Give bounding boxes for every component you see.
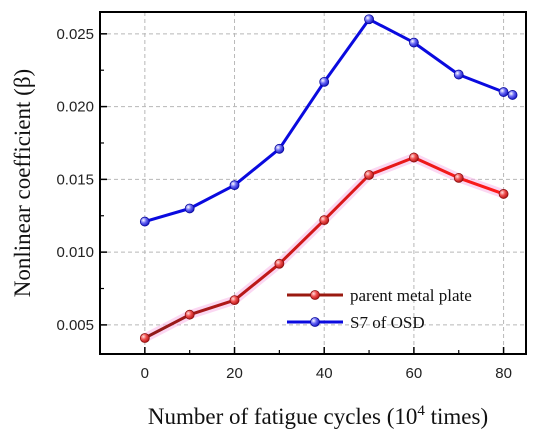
y-tick-label: 0.005 bbox=[56, 317, 94, 334]
data-point-parent-metal-plate-1 bbox=[184, 309, 195, 320]
data-point-s7-of-osd-3 bbox=[274, 143, 285, 154]
data-point-s7-of-osd-0 bbox=[139, 216, 150, 227]
y-tick-label: 0.015 bbox=[56, 171, 94, 188]
x-tick-label: 60 bbox=[406, 365, 423, 382]
data-point-s7-of-osd-2 bbox=[229, 180, 240, 191]
legend: parent metal plate S7 of OSD bbox=[287, 286, 472, 332]
data-point-s7-of-osd-8 bbox=[498, 87, 509, 97]
ticks: 0 20 40 60 80 0.005 0.010 0.015 0.020 0.025 bbox=[56, 26, 511, 382]
legend-marker-s7-of-osd bbox=[310, 317, 320, 327]
data-point-parent-metal-plate-4 bbox=[319, 215, 330, 226]
data-point-s7-of-osd-9 bbox=[507, 90, 518, 100]
x-tick-label: 0 bbox=[141, 365, 149, 382]
data-point-parent-metal-plate-5 bbox=[364, 170, 374, 180]
data-point-s7-of-osd-5 bbox=[364, 14, 374, 25]
data-point-parent-metal-plate-0 bbox=[139, 333, 150, 343]
plot-frame bbox=[99, 11, 527, 355]
data-point-s7-of-osd-1 bbox=[184, 203, 195, 214]
data-point-parent-metal-plate-7 bbox=[453, 173, 464, 183]
x-tick-label: 20 bbox=[226, 365, 243, 382]
series-line-s7-of-osd bbox=[144, 17, 513, 224]
y-tick-label: 0.010 bbox=[56, 244, 94, 261]
data-point-parent-metal-plate-2 bbox=[229, 295, 240, 306]
x-tick-label: 40 bbox=[316, 365, 333, 382]
x-axis-title: Number of fatigue cycles (104 times) bbox=[148, 403, 488, 429]
y-tick-label: 0.025 bbox=[56, 26, 94, 43]
data-point-parent-metal-plate-3 bbox=[274, 258, 285, 269]
data-point-parent-metal-plate-6 bbox=[408, 152, 419, 163]
y-tick-label: 0.020 bbox=[56, 99, 94, 116]
legend-label-parent-metal-plate: parent metal plate bbox=[350, 286, 472, 305]
x-axis-title-sup: 4 bbox=[417, 403, 425, 419]
legend-marker-parent-metal-plate bbox=[310, 290, 320, 300]
data-point-parent-metal-plate-8 bbox=[498, 189, 509, 199]
data-point-s7-of-osd-4 bbox=[319, 76, 330, 87]
y-axis-title: Nonlinear coefficient (β) bbox=[10, 69, 35, 297]
x-tick-label: 80 bbox=[495, 365, 512, 382]
data-point-s7-of-osd-7 bbox=[453, 69, 464, 80]
x-axis-title-tail: times) bbox=[425, 404, 488, 429]
series-area bbox=[139, 14, 518, 343]
x-axis-title-main: Number of fatigue cycles (10 bbox=[148, 404, 418, 429]
legend-label-s7-of-osd: S7 of OSD bbox=[350, 313, 425, 332]
data-point-s7-of-osd-6 bbox=[408, 37, 419, 48]
